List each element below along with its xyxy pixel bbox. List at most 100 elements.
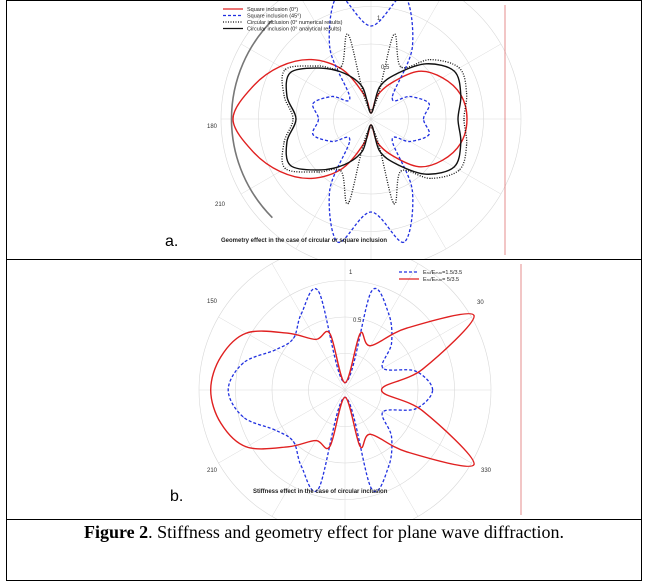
data-point: [312, 133, 314, 136]
data-point: [441, 159, 443, 161]
data-point: [295, 118, 297, 120]
data-point: [317, 290, 320, 292]
data-point: [279, 65, 281, 68]
data-point: [422, 118, 425, 120]
data-point: [391, 154, 393, 156]
chart-subtitle: Geometry effect in the case of circular …: [221, 238, 387, 244]
data-point: [378, 86, 381, 88]
tick-label: 30: [477, 300, 484, 306]
tick-label: 1: [349, 270, 353, 276]
data-point: [370, 109, 372, 111]
figure-caption: Figure 2. Stiffness and geometry effect …: [7, 521, 641, 543]
grid-spoke: [344, 389, 472, 464]
data-point: [414, 408, 417, 410]
data-point: [289, 164, 292, 167]
data-point: [458, 169, 460, 171]
data-point: [382, 367, 384, 369]
grid-spoke: [240, 118, 372, 195]
polar-chart-b: 1 0.5 150 30 210 330 Eₘ/Eₘₘ=1.5/3.5Eₘ/Eₘₘ= 5/3…: [198, 260, 522, 519]
data-point: [458, 67, 460, 69]
data-point: [331, 140, 333, 143]
data-point: [390, 342, 393, 345]
data-point: [388, 465, 390, 467]
data-point: [432, 389, 434, 391]
legend-label: Circular inclusion (0° analytical result…: [247, 27, 342, 33]
data-point: [418, 166, 420, 168]
tick-label: 330: [481, 468, 492, 474]
data-point: [460, 94, 462, 96]
data-point: [422, 368, 424, 370]
data-point: [344, 72, 346, 75]
grid-spoke: [271, 389, 346, 517]
data-point: [251, 150, 253, 152]
data-point: [287, 332, 289, 334]
data-point: [359, 333, 361, 335]
grid-spoke: [344, 316, 472, 391]
legend-label: Eₘ/Eₘₘ= 5/3.5: [423, 277, 459, 283]
data-point: [287, 446, 289, 448]
data-point: [300, 313, 302, 315]
data-point: [370, 433, 372, 435]
data-point: [418, 70, 420, 72]
data-point: [245, 446, 247, 448]
grid-spoke: [344, 263, 419, 391]
grid-spoke: [302, 1, 372, 120]
data-point: [220, 422, 222, 424]
data-point: [284, 167, 286, 170]
data-point: [341, 167, 344, 169]
grid-spoke: [295, 118, 372, 250]
data-point: [319, 67, 321, 69]
data-point: [380, 389, 383, 391]
data-point: [279, 170, 281, 173]
data-point: [329, 47, 331, 49]
data-point: [466, 118, 468, 120]
data-point: [210, 389, 212, 391]
data-point: [331, 95, 333, 98]
data-point: [378, 150, 381, 152]
data-point: [292, 118, 294, 120]
data-point: [409, 140, 411, 143]
tick-label: 180: [207, 124, 218, 130]
tick-label: 150: [207, 299, 218, 305]
data-point: [411, 189, 413, 191]
data-point: [406, 451, 408, 453]
data-point: [453, 166, 455, 168]
panel-divider: [6, 259, 642, 260]
panel-a: 1 0.5 180 210 Square inclusion (0°) Square in…: [7, 1, 641, 259]
tick-label: 210: [207, 468, 218, 474]
panel-b: 1 0.5 150 30 210 330 Eₘ/Eₘₘ=1.5/3.5 Eₘ/Eₘₘ= 5/3…: [7, 260, 641, 519]
panel-letter-a: a.: [165, 233, 179, 250]
data-point: [232, 118, 234, 120]
data-point: [344, 396, 346, 398]
data-point: [429, 59, 431, 61]
data-point: [391, 97, 393, 99]
grid-spoke: [240, 43, 372, 120]
data-point: [329, 189, 331, 191]
data-point: [370, 488, 373, 490]
data-point: [319, 169, 321, 171]
tick-label: 0.5: [353, 318, 362, 324]
data-point: [457, 118, 459, 120]
legend-label: Circular inclusion (0° numerical results…: [247, 20, 343, 26]
data-point: [312, 102, 314, 105]
data-point: [344, 163, 346, 166]
data-point: [311, 177, 313, 179]
data-point: [349, 139, 351, 141]
data-point: [289, 71, 292, 74]
grid-spoke: [218, 389, 346, 464]
data-point: [337, 241, 339, 243]
data-point: [388, 313, 390, 315]
data-point: [242, 416, 245, 418]
grid-spoke: [370, 1, 440, 120]
data-point: [274, 349, 277, 351]
data-point: [341, 69, 344, 71]
figure-frame: [6, 0, 642, 581]
caption-divider: [6, 519, 642, 520]
data-point: [425, 63, 427, 65]
data-point: [396, 72, 398, 75]
data-point: [391, 82, 393, 84]
data-point: [311, 59, 313, 61]
legend-label: Eₘ/Eₘₘ=1.5/3.5: [423, 270, 462, 276]
data-point: [370, 127, 372, 129]
data-point: [283, 95, 285, 97]
